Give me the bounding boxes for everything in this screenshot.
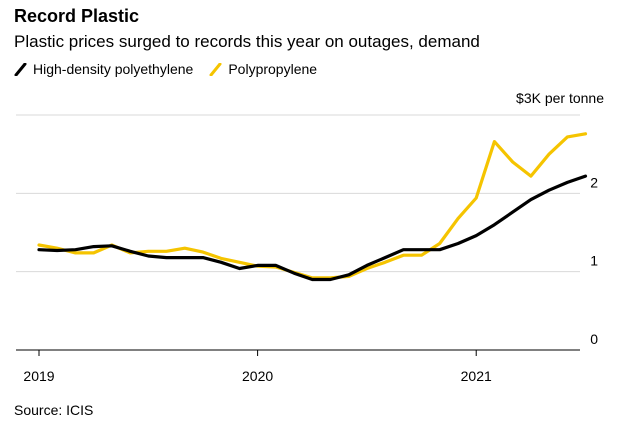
legend: High-density polyethylene Polypropylene [14, 61, 333, 77]
y-tick-label: 0 [590, 331, 598, 347]
y-tick-label: 1 [590, 253, 598, 269]
x-tick-label: 2019 [23, 368, 54, 384]
y-axis-label: $3K per tonne [516, 90, 604, 106]
series-line-polypropylene [37, 132, 588, 280]
legend-label-hdpe: High-density polyethylene [33, 61, 194, 77]
x-tick-label: 2021 [461, 368, 492, 384]
legend-swatch-pp [209, 62, 222, 76]
legend-swatch-hdpe [14, 62, 27, 76]
chart-subtitle: Plastic prices surged to records this ye… [14, 32, 480, 51]
legend-label-pp: Polypropylene [228, 61, 318, 77]
legend-item-pp: Polypropylene [209, 61, 317, 77]
x-tick-label: 2020 [242, 368, 273, 384]
chart-title: Record Plastic [14, 6, 140, 26]
y-tick-label: 2 [590, 174, 598, 190]
legend-item-hdpe: High-density polyethylene [14, 61, 193, 77]
source-note: Source: ICIS [14, 402, 94, 418]
series-line-hdpe [37, 174, 588, 282]
